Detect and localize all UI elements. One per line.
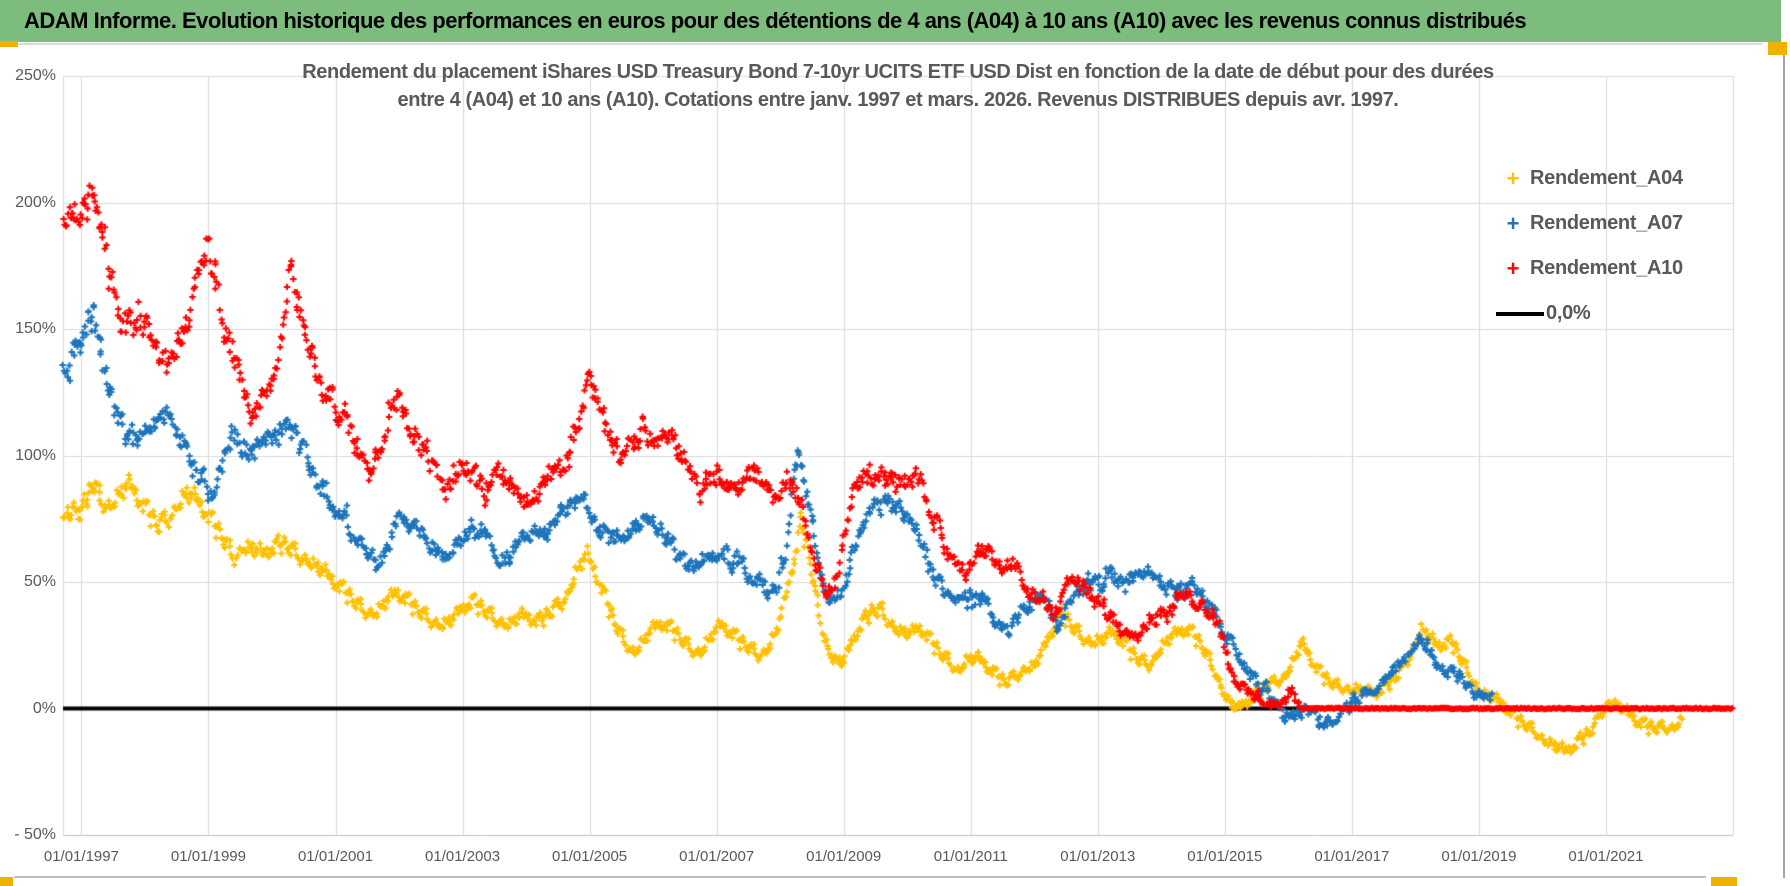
plus-marker-icon: +: [1506, 165, 1520, 191]
legend-entry-a04: + Rendement_A04: [1496, 156, 1766, 201]
legend-label: Rendement_A10: [1530, 257, 1683, 279]
plus-marker-icon: +: [1506, 255, 1520, 281]
legend-label: 0,0%: [1546, 302, 1591, 324]
legend-entry-a07: + Rendement_A07: [1496, 201, 1766, 246]
plus-marker-icon: +: [1506, 210, 1520, 236]
chart-legend: + Rendement_A04 + Rendement_A07 + Rendem…: [1496, 156, 1766, 336]
legend-label: Rendement_A07: [1530, 212, 1683, 234]
chart-title-line2: entre 4 (A04) et 10 ans (A10). Cotations…: [397, 89, 1399, 111]
zero-line-swatch: [1496, 311, 1544, 316]
chart-title-line1: Rendement du placement iShares USD Treas…: [302, 61, 1494, 83]
legend-label: Rendement_A04: [1530, 167, 1683, 189]
legend-entry-a10: + Rendement_A10: [1496, 246, 1766, 291]
chart-title: Rendement du placement iShares USD Treas…: [63, 58, 1733, 114]
legend-entry-zero-line: 0,0%: [1496, 291, 1766, 336]
